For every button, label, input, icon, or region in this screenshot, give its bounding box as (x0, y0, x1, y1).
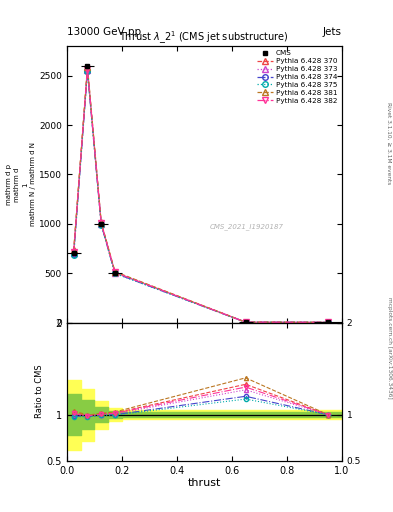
Text: mcplots.cern.ch [arXiv:1306.3436]: mcplots.cern.ch [arXiv:1306.3436] (387, 297, 391, 399)
Legend: CMS, Pythia 6.428 370, Pythia 6.428 373, Pythia 6.428 374, Pythia 6.428 375, Pyt: CMS, Pythia 6.428 370, Pythia 6.428 373,… (255, 48, 340, 106)
Pythia 6.428 382 (113, 269, 118, 275)
Pythia 6.428 370 (85, 65, 90, 71)
Pythia 6.428 382 (243, 319, 248, 325)
Pythia 6.428 370 (243, 319, 248, 325)
Pythia 6.428 381 (326, 319, 331, 326)
X-axis label: thrust: thrust (188, 478, 221, 488)
Pythia 6.428 381 (113, 269, 118, 275)
Pythia 6.428 370 (113, 269, 118, 275)
Line: Pythia 6.428 375: Pythia 6.428 375 (71, 69, 331, 325)
Text: 13000 GeV pp: 13000 GeV pp (67, 27, 141, 37)
Pythia 6.428 373 (243, 319, 248, 325)
Pythia 6.428 373 (113, 270, 118, 276)
Pythia 6.428 381 (72, 247, 76, 253)
Pythia 6.428 381 (85, 64, 90, 70)
Pythia 6.428 373 (326, 319, 331, 326)
Pythia 6.428 375 (99, 222, 104, 228)
Pythia 6.428 374 (99, 221, 104, 227)
Pythia 6.428 381 (99, 219, 104, 225)
Pythia 6.428 382 (99, 220, 104, 226)
Pythia 6.428 375 (72, 252, 76, 258)
Pythia 6.428 375 (113, 270, 118, 276)
Pythia 6.428 374 (243, 319, 248, 325)
Pythia 6.428 382 (85, 66, 90, 72)
Pythia 6.428 370 (99, 220, 104, 226)
Pythia 6.428 373 (85, 67, 90, 73)
Text: CMS_2021_I1920187: CMS_2021_I1920187 (210, 224, 284, 230)
Line: Pythia 6.428 370: Pythia 6.428 370 (71, 65, 331, 325)
Line: Pythia 6.428 382: Pythia 6.428 382 (71, 66, 331, 325)
Line: Pythia 6.428 373: Pythia 6.428 373 (71, 67, 331, 325)
Text: Rivet 3.1.10, ≥ 3.1M events: Rivet 3.1.10, ≥ 3.1M events (387, 102, 391, 184)
Y-axis label: Ratio to CMS: Ratio to CMS (35, 365, 44, 418)
Text: Jets: Jets (323, 27, 342, 37)
Pythia 6.428 373 (72, 250, 76, 257)
Line: Pythia 6.428 374: Pythia 6.428 374 (71, 68, 331, 325)
Pythia 6.428 374 (72, 251, 76, 258)
Pythia 6.428 370 (326, 319, 331, 326)
Pythia 6.428 374 (326, 319, 331, 326)
Pythia 6.428 382 (326, 319, 331, 326)
Line: Pythia 6.428 381: Pythia 6.428 381 (71, 64, 331, 325)
Pythia 6.428 375 (326, 319, 331, 326)
Y-axis label: mathrm d²N
mathrm dλ mathrm d lambda

mathrm d p
mathrm d
1
mathrm N / mathrm d : mathrm d²N mathrm dλ mathrm d lambda mat… (0, 133, 36, 236)
Title: Thrust $\lambda$_2$^1$ (CMS jet substructure): Thrust $\lambda$_2$^1$ (CMS jet substruc… (119, 30, 289, 46)
Pythia 6.428 381 (243, 319, 248, 325)
Pythia 6.428 382 (72, 249, 76, 255)
Pythia 6.428 374 (113, 270, 118, 276)
Pythia 6.428 375 (85, 68, 90, 74)
Pythia 6.428 375 (243, 319, 248, 325)
Pythia 6.428 370 (72, 248, 76, 254)
Pythia 6.428 374 (85, 68, 90, 74)
Pythia 6.428 373 (99, 221, 104, 227)
